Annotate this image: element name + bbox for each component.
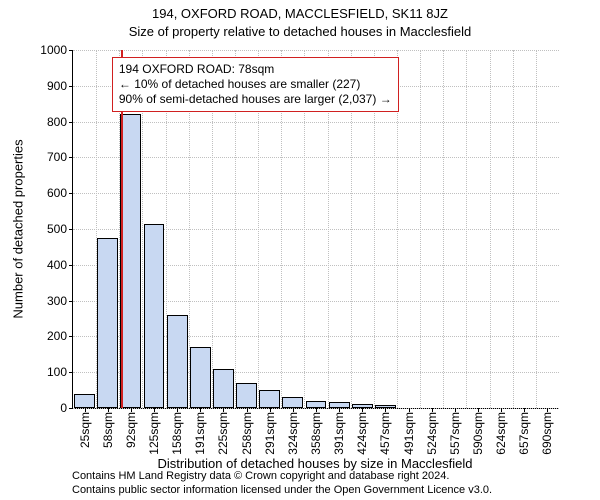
ytick-label: 900 [47, 79, 73, 93]
attribution-footer: Contains HM Land Registry data © Crown c… [72, 470, 492, 498]
xtick-label: 391sqm [332, 412, 346, 455]
histogram-bar [144, 224, 165, 408]
attribution-line-1: Contains HM Land Registry data © Crown c… [72, 470, 492, 484]
gridline-v [513, 50, 514, 408]
chart-root: 194, OXFORD ROAD, MACCLESFIELD, SK11 8JZ… [0, 0, 600, 500]
xtick-label: 225sqm [216, 412, 230, 455]
histogram-bar [259, 390, 280, 408]
annotation-line: 90% of semi-detached houses are larger (… [119, 92, 392, 107]
ytick-label: 200 [47, 329, 73, 343]
histogram-bar [282, 397, 303, 408]
histogram-bar [167, 315, 188, 408]
ytick-label: 500 [47, 222, 73, 236]
ytick-label: 300 [47, 294, 73, 308]
histogram-bar [236, 383, 257, 408]
histogram-bar [97, 238, 118, 408]
xtick-label: 524sqm [425, 412, 439, 455]
xtick-label: 25sqm [78, 412, 92, 448]
xtick-label: 557sqm [448, 412, 462, 455]
histogram-bar [213, 369, 234, 408]
ytick-label: 1000 [40, 43, 73, 57]
annotation-line: 194 OXFORD ROAD: 78sqm [119, 62, 392, 77]
xtick-label: 457sqm [378, 412, 392, 455]
xtick-label: 657sqm [517, 412, 531, 455]
attribution-line-2: Contains public sector information licen… [72, 484, 492, 498]
gridline-h [73, 193, 559, 194]
gridline-v [466, 50, 467, 408]
gridline-v [490, 50, 491, 408]
xtick-label: 158sqm [170, 412, 184, 455]
chart-title: Size of property relative to detached ho… [0, 24, 600, 39]
histogram-bar [120, 114, 141, 408]
xtick-label: 125sqm [147, 412, 161, 455]
xtick-label: 358sqm [309, 412, 323, 455]
annotation-box: 194 OXFORD ROAD: 78sqm← 10% of detached … [112, 57, 399, 112]
x-axis-label: Distribution of detached houses by size … [72, 456, 558, 471]
gridline-h [73, 157, 559, 158]
ytick-label: 700 [47, 150, 73, 164]
gridline-v [536, 50, 537, 408]
ytick-label: 400 [47, 258, 73, 272]
ytick-label: 100 [47, 365, 73, 379]
xtick-label: 291sqm [263, 412, 277, 455]
xtick-label: 58sqm [101, 412, 115, 448]
xtick-label: 690sqm [540, 412, 554, 455]
gridline-h [73, 50, 559, 51]
gridline-h [73, 122, 559, 123]
xtick-label: 424sqm [355, 412, 369, 455]
ytick-label: 800 [47, 115, 73, 129]
xtick-label: 590sqm [471, 412, 485, 455]
gridline-v [443, 50, 444, 408]
histogram-bar [306, 401, 327, 408]
y-axis-label: Number of detached properties [11, 50, 26, 408]
gridline-v [420, 50, 421, 408]
histogram-bar [190, 347, 211, 408]
xtick-label: 92sqm [124, 412, 138, 448]
xtick-label: 491sqm [402, 412, 416, 455]
histogram-bar [74, 394, 95, 408]
xtick-label: 324sqm [286, 412, 300, 455]
ytick-label: 600 [47, 186, 73, 200]
xtick-label: 624sqm [494, 412, 508, 455]
ytick-label: 0 [60, 401, 73, 415]
plot-area: 0100200300400500600700800900100025sqm58s… [72, 50, 559, 409]
annotation-line: ← 10% of detached houses are smaller (22… [119, 77, 392, 92]
xtick-label: 258sqm [240, 412, 254, 455]
chart-supertitle: 194, OXFORD ROAD, MACCLESFIELD, SK11 8JZ [0, 6, 600, 21]
xtick-label: 191sqm [193, 412, 207, 455]
